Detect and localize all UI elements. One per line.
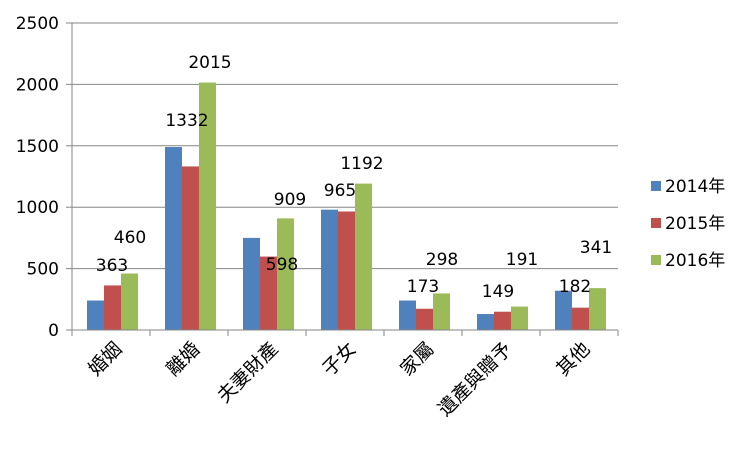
bars: [87, 82, 606, 330]
data-label-extra: 363: [96, 256, 128, 276]
bar-1-3: [243, 237, 260, 330]
bar-2-5: [416, 308, 433, 330]
legend-label-1: 2014年: [665, 177, 725, 197]
y-tick-label: 1000: [16, 198, 59, 218]
x-category-label: 夫妻財產: [213, 338, 282, 407]
y-tick-label: 2500: [16, 14, 59, 34]
bar-2-3: [260, 256, 277, 330]
bar-3-1: [121, 273, 138, 330]
data-label-2015-6: 149: [482, 282, 514, 302]
legend-swatch-3: [651, 255, 661, 265]
legend-swatch-2: [651, 218, 661, 228]
data-label-2016-7: 341: [580, 238, 612, 258]
bar-2-7: [572, 307, 589, 330]
x-category-label: 婚姻: [84, 338, 126, 380]
data-label-2015-2: 1332: [165, 111, 208, 131]
data-label-2016-3: 909: [274, 190, 306, 210]
bar-2-1: [104, 285, 121, 330]
bar-2-4: [338, 211, 355, 330]
y-tick-label: 2000: [16, 75, 59, 95]
x-category-label: 遺產與贈予: [434, 338, 517, 421]
data-label-2016-4: 1192: [340, 154, 383, 174]
bar-3-4: [355, 183, 372, 330]
grid-lines: [72, 22, 618, 270]
x-category-label: 其他: [552, 338, 594, 380]
bar-3-5: [433, 293, 450, 330]
legend: 2014年 2015年 2016年: [651, 177, 725, 271]
data-label-2015-7: 182: [559, 277, 591, 297]
data-label-2015-3: 598: [266, 255, 298, 275]
bar-1-7: [555, 290, 572, 330]
x-category-label: 子女: [318, 338, 360, 380]
data-labels: 1332 598 965 173 149 182 460 2015 909 1192 298 191 3…: [96, 53, 612, 302]
data-label-2016-1: 460: [114, 228, 146, 248]
bar-3-3: [277, 218, 294, 330]
x-category-label: 離婚: [162, 338, 204, 380]
bar-1-6: [477, 314, 494, 330]
bar-2-2: [182, 166, 199, 330]
bar-3-6: [511, 306, 528, 330]
data-label-2015-5: 173: [407, 277, 439, 297]
data-label-2015-4: 965: [324, 181, 356, 201]
y-axis: 0 500 1000 1500 2000 2500: [16, 14, 73, 341]
bar-1-5: [399, 300, 416, 330]
y-tick-label: 1500: [16, 137, 59, 157]
x-category-label: 家屬: [396, 338, 438, 380]
y-tick-label: 0: [48, 321, 59, 341]
y-tick-label: 500: [27, 260, 59, 280]
bar-1-1: [87, 300, 104, 330]
legend-label-3: 2016年: [665, 251, 725, 271]
bar-2-6: [494, 311, 511, 330]
data-label-2016-6: 191: [506, 250, 538, 270]
data-label-2016-2: 2015: [188, 53, 231, 73]
data-label-2016-5: 298: [426, 250, 458, 270]
bar-3-2: [199, 82, 216, 330]
bar-1-4: [321, 209, 338, 330]
bar-3-7: [589, 288, 606, 330]
legend-label-2: 2015年: [665, 214, 725, 234]
bar-1-2: [165, 147, 182, 330]
legend-swatch-1: [651, 181, 661, 191]
